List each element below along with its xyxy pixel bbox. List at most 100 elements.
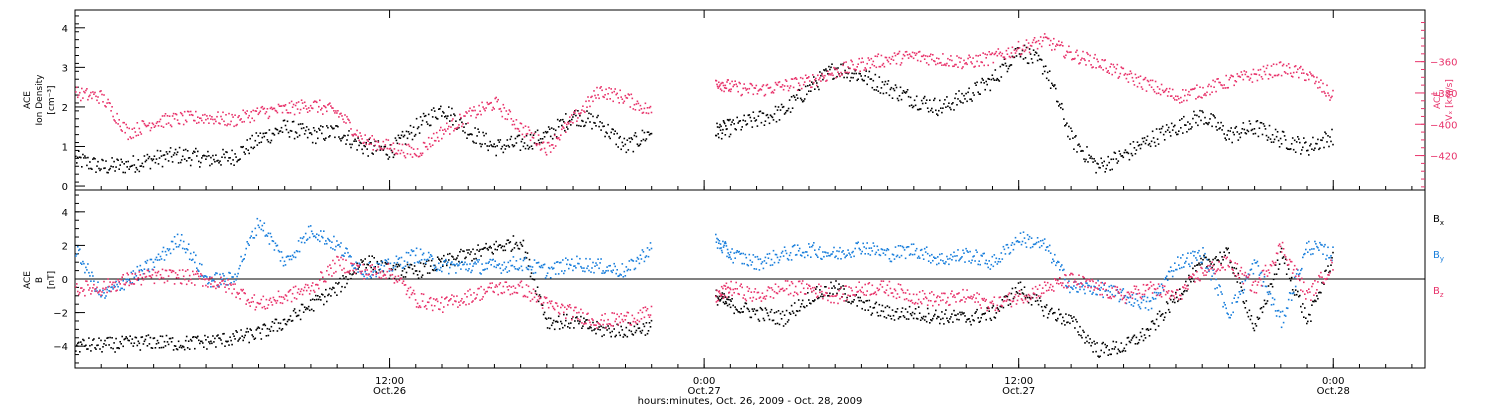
ion-density-series-point <box>221 156 223 158</box>
velocity-series-point <box>535 144 538 147</box>
by-series-point <box>1004 253 1007 255</box>
velocity-series-point <box>582 105 584 107</box>
velocity-series-point <box>538 143 541 146</box>
velocity-series-point <box>246 110 248 112</box>
by-series-point <box>882 252 885 254</box>
velocity-series-point <box>965 62 967 64</box>
bx-series-point <box>538 294 541 296</box>
by-series-point <box>583 267 585 269</box>
ion-density-series-point <box>957 98 959 100</box>
by-series-point <box>1301 267 1303 270</box>
ion-density-series-point <box>1223 133 1225 135</box>
by-series-point <box>600 258 602 260</box>
velocity-series-point <box>788 87 791 89</box>
bx-series-point <box>1181 292 1183 295</box>
ion-density-series-point <box>77 156 79 159</box>
ion-density-series-point <box>455 120 457 122</box>
velocity-series-point <box>933 60 935 62</box>
by-series-point <box>939 253 941 256</box>
velocity-series-point <box>1103 59 1105 62</box>
bx-series-point <box>851 300 853 303</box>
bx-series-point <box>296 314 299 317</box>
velocity-series-point <box>919 60 922 63</box>
bx-series-point <box>1133 334 1136 337</box>
ion-density-series-point <box>304 129 307 132</box>
ion-density-series-point <box>1047 79 1050 82</box>
ion-density-series-point <box>190 159 193 161</box>
by-series-point <box>1093 285 1095 288</box>
bx-series-point <box>781 310 784 313</box>
by-series-point <box>525 266 528 269</box>
velocity-series-point <box>264 112 267 115</box>
by-series-point <box>754 256 757 258</box>
ion-density-series-point <box>1279 137 1282 140</box>
bx-series-point <box>235 330 237 332</box>
velocity-series-point <box>632 108 635 110</box>
by-series-point <box>1109 291 1111 293</box>
bx-series-point <box>719 300 721 302</box>
ion-density-series-point <box>747 114 750 117</box>
by-series-point <box>528 265 531 268</box>
velocity-series-point <box>188 114 191 116</box>
by-series-point <box>297 240 300 242</box>
ion-density-series-point <box>936 113 938 115</box>
ion-density-series-point <box>1027 62 1030 65</box>
velocity-series-point <box>1118 75 1121 78</box>
by-series-point <box>259 219 262 222</box>
velocity-series-point <box>555 137 558 139</box>
bx-series-point <box>419 262 422 264</box>
by-series-point <box>1202 247 1204 249</box>
bx-series-point <box>225 340 227 343</box>
ion-density-series-point <box>724 134 727 136</box>
by-series-point <box>538 265 541 268</box>
bx-series-point <box>1078 334 1080 336</box>
velocity-series-point <box>987 64 989 67</box>
bx-series-point <box>549 317 552 320</box>
by-series-point <box>228 271 230 274</box>
by-series-point <box>976 251 978 253</box>
velocity-series-point <box>796 89 799 91</box>
velocity-series-point <box>557 137 560 139</box>
bx-series-point <box>127 339 129 342</box>
velocity-series-point <box>1322 82 1324 85</box>
velocity-series-point <box>593 90 595 92</box>
ion-density-series-point <box>1021 49 1024 52</box>
by-series-point <box>209 276 211 278</box>
ion-density-series-point <box>862 79 864 82</box>
ion-density-series-point <box>320 125 322 127</box>
ion-density-series-point <box>414 133 417 136</box>
bx-series-point <box>935 309 937 312</box>
ion-density-series-point <box>507 144 510 147</box>
ion-density-series-point <box>1192 117 1194 120</box>
ion-density-series-point <box>549 135 552 138</box>
ion-density-series-point <box>1005 65 1008 67</box>
bx-series-point <box>787 319 790 321</box>
velocity-series-point <box>1308 78 1310 81</box>
ion-density-series-point <box>1007 67 1010 70</box>
ion-density-series-point <box>331 126 333 129</box>
by-series-point <box>280 251 283 253</box>
ion-density-series-point <box>1182 132 1184 134</box>
ion-density-series-point <box>925 99 928 101</box>
bx-series-point <box>960 313 962 316</box>
velocity-series-point <box>1312 74 1314 77</box>
velocity-series-point <box>723 87 726 89</box>
by-series-point <box>1182 254 1184 256</box>
bz-series-point <box>126 272 128 274</box>
bx-series-point <box>782 325 785 327</box>
by-series-point <box>1143 295 1146 298</box>
velocity-series-point <box>1318 81 1320 83</box>
by-series-point <box>1195 257 1197 259</box>
bx-series-point <box>264 324 267 327</box>
bx-series-point <box>254 337 257 340</box>
bx-series-point <box>892 314 895 317</box>
ion-density-series-point <box>399 137 402 139</box>
ion-density-series-point <box>1141 137 1144 140</box>
by-series-point <box>156 259 159 261</box>
by-series-point <box>597 258 599 260</box>
velocity-series-point <box>727 79 729 81</box>
ion-density-series-point <box>1092 161 1094 163</box>
bz-series-point <box>112 281 114 284</box>
bx-series-point <box>92 339 94 341</box>
velocity-series-point <box>806 77 808 79</box>
